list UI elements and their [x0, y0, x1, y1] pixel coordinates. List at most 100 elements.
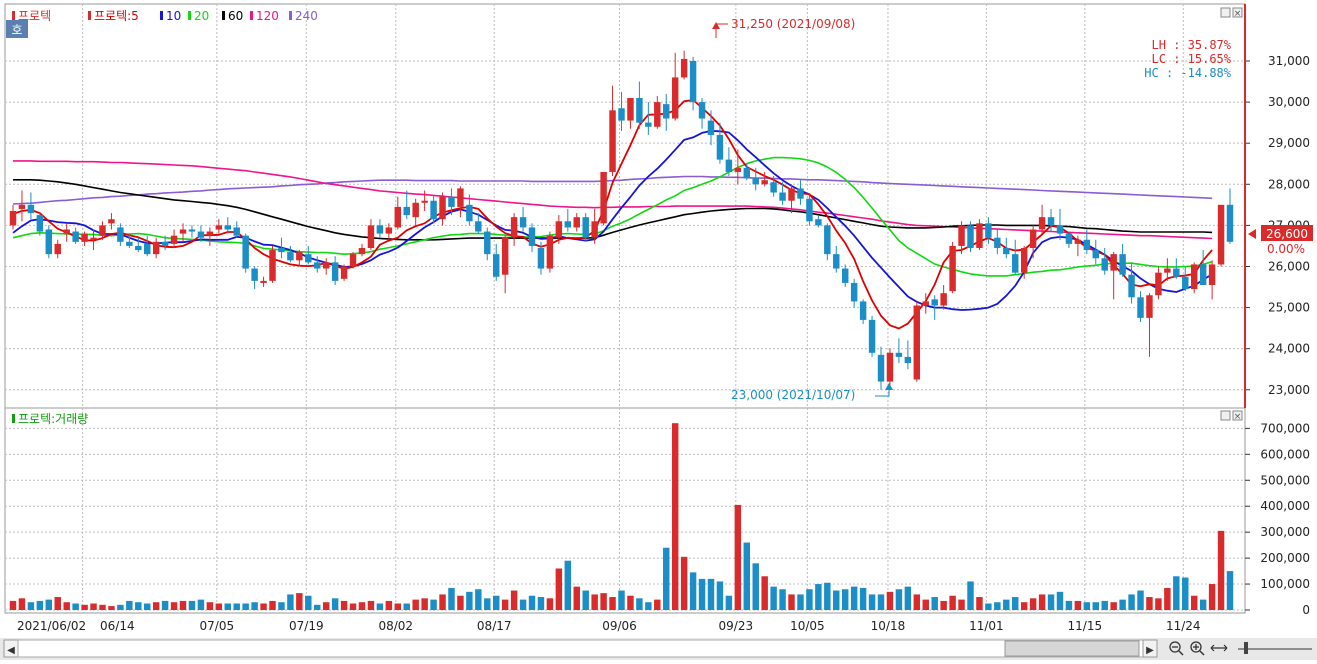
volume-bar [940, 600, 947, 610]
ma-line-10 [12, 129, 1213, 311]
volume-bar [492, 595, 500, 610]
candlesticks[interactable] [9, 50, 1234, 390]
candle-body [251, 268, 258, 281]
volume-bar [233, 603, 240, 610]
volume-bars[interactable] [9, 423, 1234, 610]
volume-bar [1038, 594, 1046, 610]
volume-bar [367, 600, 375, 610]
volume-bar [922, 599, 929, 610]
volume-bar [806, 589, 813, 610]
candle-body [600, 171, 607, 224]
candle-body [904, 356, 912, 364]
date-tick-label: 08/17 [477, 619, 512, 633]
volume-panel-frame [4, 407, 1246, 614]
volume-tick-label: 300,000 [1260, 525, 1310, 539]
volume-bar [609, 597, 616, 610]
volume-bar [170, 602, 178, 610]
volume-bar [1029, 598, 1037, 610]
volume-bar [322, 602, 330, 610]
candle-body [1083, 239, 1091, 251]
zoom-slider-handle[interactable] [1244, 642, 1248, 654]
volume-bar [1003, 599, 1010, 610]
candle-body [1119, 254, 1126, 275]
volume-bar [904, 586, 912, 610]
zoom-out-button[interactable] [1169, 641, 1184, 656]
price-tick-label: 24,000 [1268, 342, 1310, 356]
volume-bar [1155, 598, 1162, 610]
price-panel-close-button[interactable] [1232, 7, 1243, 18]
volume-tick-label: 100,000 [1260, 577, 1310, 591]
candle-body [985, 223, 992, 238]
price-panel-minimize-button[interactable] [1220, 7, 1231, 18]
volume-bar [117, 604, 124, 610]
legend-ma60: 60 [228, 9, 243, 23]
scroll-right-button[interactable] [1142, 639, 1158, 658]
volume-bar [224, 603, 231, 610]
volume-bar [305, 595, 312, 610]
volume-bar [403, 603, 410, 610]
candle-body [224, 225, 231, 230]
candle-body [492, 254, 500, 277]
scroll-track[interactable] [17, 639, 1144, 658]
candle-body [788, 188, 795, 201]
volume-bar [967, 581, 974, 610]
ma-line-60 [13, 179, 1213, 241]
candle-body [609, 110, 616, 172]
candle-body [314, 262, 321, 269]
volume-bar [510, 590, 518, 610]
volume-bar [824, 582, 831, 610]
volume-bar [457, 595, 464, 610]
candle-body [18, 204, 26, 209]
candle-body [475, 221, 482, 232]
close-icon: × [1234, 412, 1242, 422]
volume-bar [260, 603, 267, 610]
candle-body [394, 206, 402, 228]
candle-body [403, 206, 410, 216]
volume-legend-label: 프로텍:거래량 [18, 412, 88, 426]
candle-body [797, 188, 804, 199]
candle-body [725, 159, 733, 172]
candle-body [36, 215, 44, 232]
volume-bar [287, 594, 294, 610]
volume-bar [1119, 599, 1126, 610]
volume-bar [868, 594, 876, 610]
zoom-in-button[interactable] [1190, 641, 1205, 656]
zoom-in-icon [1190, 641, 1202, 653]
candle-body [322, 262, 330, 269]
volume-panel-minimize-button[interactable] [1220, 410, 1231, 421]
volume-bar [850, 586, 858, 610]
candle-body [278, 247, 285, 253]
candle-body [868, 319, 876, 353]
volume-bar [215, 603, 223, 610]
volume-bar [537, 597, 545, 610]
candle-body [940, 293, 947, 306]
candle-body [1226, 204, 1234, 242]
candle-body [448, 196, 455, 207]
scroll-thumb[interactable] [1004, 640, 1140, 657]
fit-width-button[interactable] [1210, 644, 1228, 652]
candle-body [215, 225, 223, 230]
zoom-slider[interactable] [1238, 642, 1312, 654]
volume-bar [36, 600, 44, 610]
candle-body [412, 202, 419, 218]
volume-bar [859, 587, 867, 610]
stat-hc: HC : -14.88% [1144, 66, 1231, 80]
legend-marker-icon [250, 11, 253, 20]
candle-body [439, 196, 446, 220]
candle-body [618, 108, 625, 121]
volume-bar [1128, 594, 1135, 610]
candle-body [45, 229, 53, 255]
volume-bar [1173, 576, 1180, 610]
candle-body [501, 237, 509, 275]
arrows-horizontal-icon [1210, 644, 1228, 652]
candle-body [1101, 258, 1108, 271]
badge-box[interactable] [6, 20, 28, 38]
candle-body [519, 217, 527, 228]
candle-body [466, 204, 473, 222]
volume-panel-close-button[interactable] [1232, 410, 1243, 421]
volume-bar [466, 591, 473, 610]
volume-bar [815, 584, 822, 610]
volume-bar [27, 602, 35, 610]
volume-bar [1092, 602, 1099, 610]
